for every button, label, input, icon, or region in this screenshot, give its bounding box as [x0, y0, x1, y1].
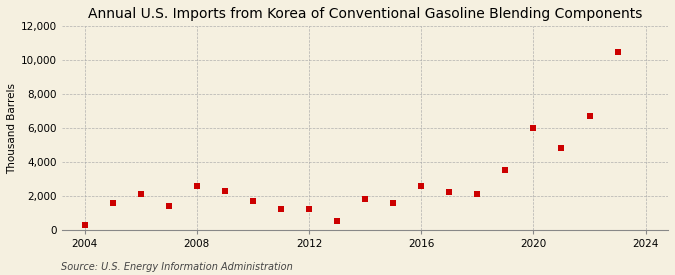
Point: [528, 126, 539, 130]
Title: Annual U.S. Imports from Korea of Conventional Gasoline Blending Components: Annual U.S. Imports from Korea of Conven…: [88, 7, 643, 21]
Y-axis label: Thousand Barrels: Thousand Barrels: [7, 82, 17, 174]
Point: [444, 190, 455, 195]
Point: [612, 50, 623, 54]
Point: [584, 114, 595, 118]
Point: [163, 204, 174, 208]
Point: [472, 192, 483, 196]
Point: [387, 200, 398, 205]
Point: [107, 200, 118, 205]
Point: [416, 183, 427, 188]
Text: Source: U.S. Energy Information Administration: Source: U.S. Energy Information Administ…: [61, 262, 292, 272]
Point: [500, 168, 511, 173]
Point: [360, 197, 371, 202]
Point: [275, 207, 286, 212]
Point: [304, 207, 315, 212]
Point: [191, 183, 202, 188]
Point: [331, 219, 342, 224]
Point: [79, 222, 90, 227]
Point: [556, 146, 567, 151]
Point: [51, 212, 62, 217]
Point: [248, 199, 259, 203]
Point: [219, 189, 230, 193]
Point: [135, 192, 146, 196]
